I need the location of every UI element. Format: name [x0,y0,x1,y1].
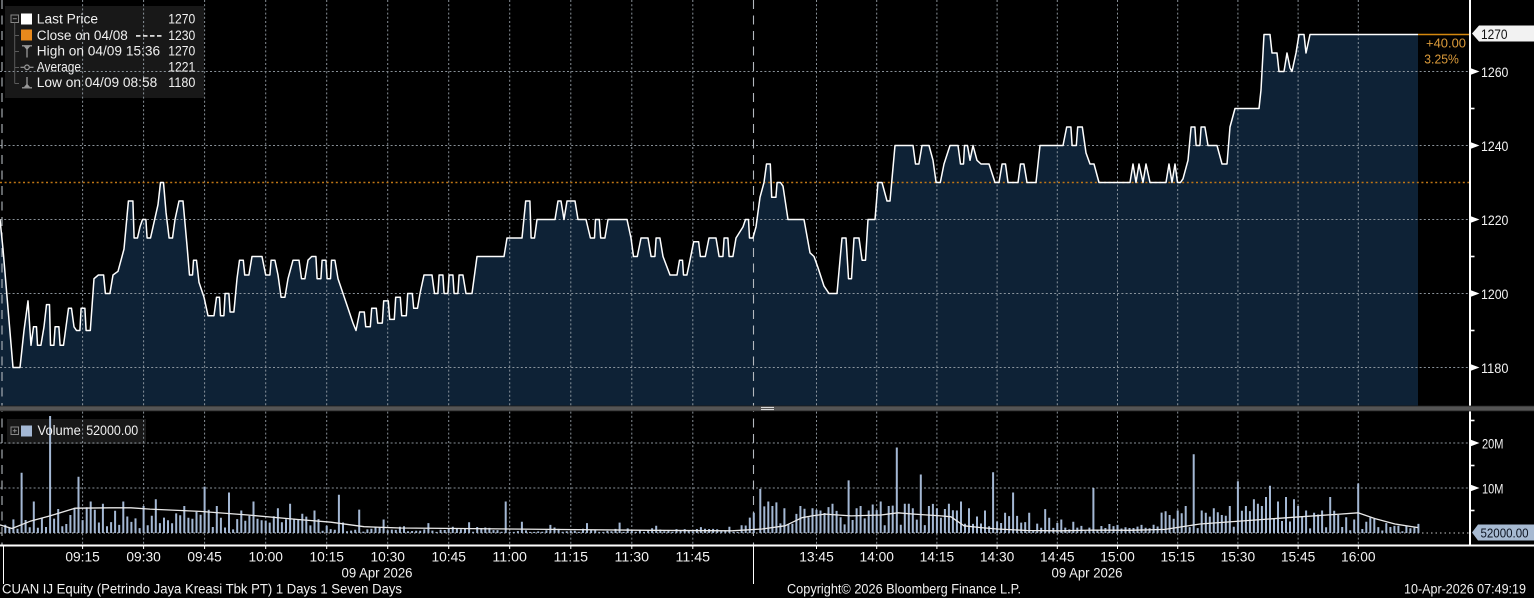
svg-text:1221: 1221 [168,59,195,74]
svg-text:Volume: Volume [38,423,81,438]
svg-text:1270: 1270 [1481,26,1508,42]
svg-text:09 Apr 2026: 09 Apr 2026 [1052,565,1123,581]
svg-text:15:30: 15:30 [1221,549,1256,565]
svg-text:10:00: 10:00 [248,549,283,565]
svg-text:13:45: 13:45 [799,549,834,565]
svg-text:10:30: 10:30 [370,549,405,565]
svg-text:09 Apr 2026: 09 Apr 2026 [342,565,413,581]
svg-text:11:15: 11:15 [554,549,589,565]
svg-text:+40.00: +40.00 [1426,35,1466,50]
svg-text:1200: 1200 [1481,287,1508,302]
svg-text:09:30: 09:30 [126,549,161,565]
svg-text:14:00: 14:00 [859,549,894,565]
svg-text:52000.00: 52000.00 [86,423,138,438]
svg-text:CUAN IJ Equity (Petrindo Jaya: CUAN IJ Equity (Petrindo Jaya Kreasi Tbk… [2,582,402,597]
svg-text:14:15: 14:15 [920,549,955,565]
svg-text:10-Apr-2026 07:49:19: 10-Apr-2026 07:49:19 [1404,582,1526,597]
svg-text:Copyright© 2026 Bloomberg Fina: Copyright© 2026 Bloomberg Finance L.P. [787,582,1021,597]
svg-text:Low on 04/09 08:58: Low on 04/09 08:58 [37,75,157,90]
svg-text:11:00: 11:00 [492,549,527,565]
svg-text:52000.00: 52000.00 [1481,526,1529,541]
svg-text:1260: 1260 [1481,65,1508,80]
svg-text:1180: 1180 [168,75,195,90]
svg-text:09:45: 09:45 [187,549,222,565]
svg-text:10:45: 10:45 [431,549,466,565]
svg-text:3.25%: 3.25% [1424,51,1459,66]
svg-text:1230: 1230 [168,28,195,43]
svg-text:11:45: 11:45 [676,549,711,565]
svg-text:14:30: 14:30 [980,549,1015,565]
svg-text:Close on 04/08: Close on 04/08 [37,28,128,43]
svg-text:16:00: 16:00 [1341,549,1376,565]
svg-text:10M: 10M [1482,482,1504,497]
svg-text:1270: 1270 [168,12,195,27]
svg-text:15:00: 15:00 [1100,549,1135,565]
svg-text:14:45: 14:45 [1040,549,1075,565]
svg-text:15:45: 15:45 [1281,549,1316,565]
svg-text:1270: 1270 [168,44,195,59]
svg-text:Average: Average [37,59,81,74]
svg-text:09:15: 09:15 [65,549,100,565]
svg-text:20M: 20M [1482,437,1504,452]
svg-text:1180: 1180 [1481,361,1508,376]
svg-text:15:15: 15:15 [1160,549,1195,565]
svg-text:1240: 1240 [1481,139,1508,154]
svg-text:11:30: 11:30 [615,549,650,565]
svg-text:1220: 1220 [1481,213,1508,228]
svg-text:High on 04/09 15:36: High on 04/09 15:36 [37,44,160,59]
svg-text:10:15: 10:15 [309,549,344,565]
svg-text:Last Price: Last Price [37,12,98,27]
